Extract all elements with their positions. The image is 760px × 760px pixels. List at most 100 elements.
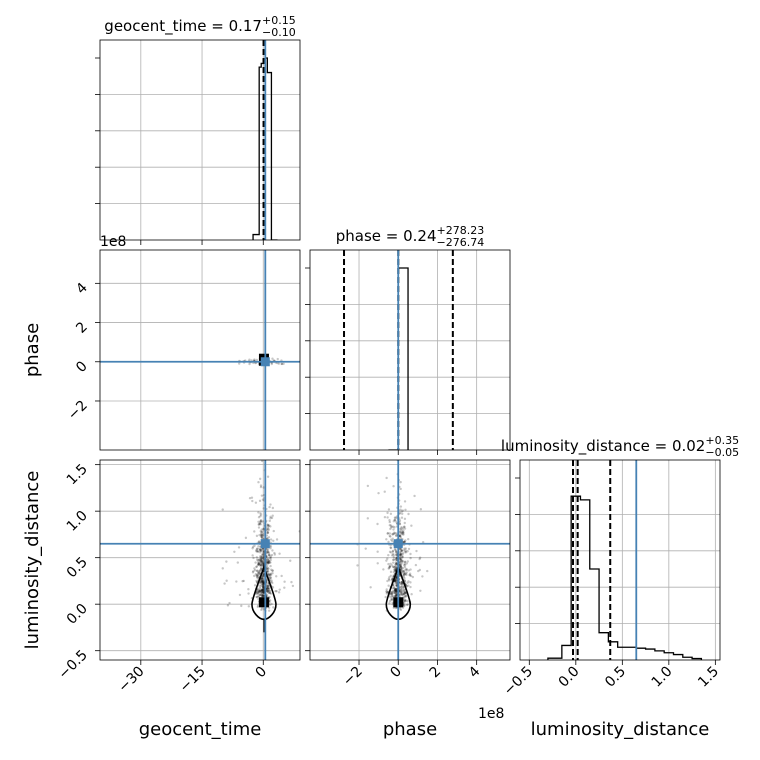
scatter-point (400, 555, 403, 558)
scatter-point (261, 582, 264, 586)
scatter-point (267, 527, 270, 530)
scatter-point (255, 548, 258, 552)
y-tick-label: −2 (65, 397, 91, 423)
scatter-point (267, 584, 270, 587)
scatter-point (402, 575, 405, 578)
scatter-point (400, 527, 403, 530)
scatter-point (400, 566, 403, 569)
scatter-point (262, 562, 265, 566)
scatter-point (266, 560, 269, 563)
scatter-point (266, 529, 269, 532)
scatter-point (260, 520, 263, 523)
title-sup: +0.35 (705, 434, 739, 447)
scatter-point (404, 572, 408, 575)
scatter-point (257, 540, 260, 544)
y-axis-label-phase: phase (22, 323, 43, 377)
scatter-point (391, 576, 394, 579)
scatter-point (261, 588, 264, 592)
scatter-point (391, 554, 394, 557)
scatter-point (386, 557, 389, 560)
scatter-point (402, 585, 405, 589)
scatter-point (265, 548, 269, 552)
scatter-point (400, 582, 403, 586)
scatter-point (400, 559, 404, 562)
scatter-point (377, 491, 380, 495)
scatter-point (395, 578, 398, 582)
scatter-point (237, 546, 241, 549)
scatter-point (260, 580, 264, 584)
scatter-point (403, 525, 406, 529)
scatter-point (399, 564, 403, 568)
scatter-point (390, 591, 394, 594)
scatter-point (258, 548, 262, 552)
scatter-point (395, 594, 398, 597)
scatter-point (260, 530, 264, 534)
scatter-point (262, 585, 265, 589)
scatter-point (402, 570, 406, 573)
y-tick-label: 0.5 (64, 554, 91, 581)
scatter-point (302, 569, 304, 571)
scatter-point (269, 576, 272, 579)
scatter-point (257, 523, 261, 526)
scatter-point (394, 534, 398, 538)
scatter-point (394, 589, 397, 592)
scatter-point (394, 588, 398, 591)
scatter-point (259, 583, 263, 587)
scatter-point (278, 588, 281, 591)
scatter-point (401, 559, 404, 563)
scatter-point (268, 574, 272, 577)
scatter-point (426, 569, 429, 573)
scatter-point (386, 532, 389, 535)
scatter-point (260, 528, 263, 531)
scatter-point (262, 585, 265, 588)
scatter-point (394, 590, 397, 593)
scatter-point (390, 597, 393, 601)
scatter-point (398, 534, 401, 538)
scatter-point (261, 562, 264, 566)
scatter-point (390, 578, 394, 582)
scatter-point (256, 571, 260, 575)
scatter-point (403, 592, 406, 595)
scatter-point (259, 551, 262, 554)
scatter-point (262, 588, 265, 592)
scatter-point (266, 537, 269, 540)
scatter-point (271, 569, 274, 572)
scatter-point (393, 518, 397, 522)
scatter-point (260, 594, 264, 597)
scatter-point (259, 520, 262, 523)
scatter-point (391, 561, 395, 564)
scatter-point (262, 594, 265, 597)
scatter-point (390, 594, 394, 597)
scatter-point (388, 524, 392, 527)
title-main: phase = 0.24 (336, 227, 437, 245)
scatter-point (399, 553, 403, 557)
scatter-point (391, 552, 395, 556)
scatter-point (262, 588, 265, 591)
x-tick-label: 0.5 (602, 664, 629, 691)
scatter-point (399, 553, 402, 557)
scatter-point (408, 574, 412, 577)
scatter-point (280, 362, 284, 366)
scatter-point (283, 580, 286, 583)
scatter-point (267, 591, 270, 595)
scatter-point (395, 552, 398, 556)
scatter-point (386, 511, 389, 515)
scatter-point (402, 572, 406, 576)
scatter-point (260, 579, 264, 582)
scatter-point (262, 581, 265, 584)
scatter-point (400, 590, 404, 593)
scatter-point (403, 599, 407, 602)
truth-marker (260, 357, 270, 367)
scatter-point (267, 551, 270, 555)
scatter-point (269, 547, 272, 550)
scatter-point (267, 567, 270, 570)
scatter-point (407, 569, 411, 572)
scatter-point (399, 563, 402, 567)
scatter-point (390, 592, 393, 595)
scatter-point (262, 586, 265, 589)
scatter-point (401, 509, 405, 512)
scatter-point (257, 563, 261, 566)
scatter-point (394, 565, 397, 568)
scatter-point (289, 559, 292, 562)
scatter-point (389, 535, 392, 538)
